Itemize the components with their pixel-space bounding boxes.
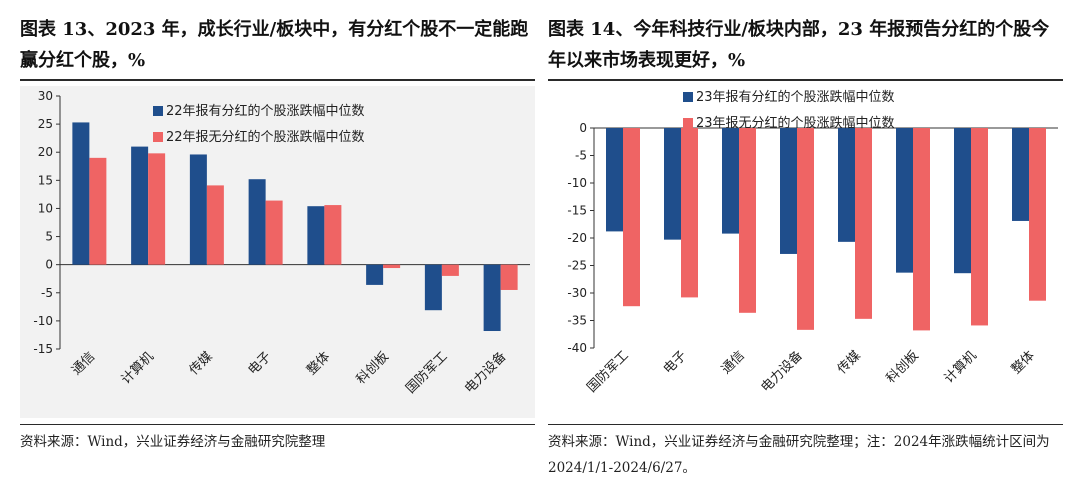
bar-with-dividend xyxy=(189,154,207,265)
bar-without-dividend xyxy=(89,157,107,265)
bar-without-dividend xyxy=(739,128,756,313)
bar-with-dividend xyxy=(248,179,266,265)
y-tick-label: -10 xyxy=(33,314,53,328)
legend-swatch xyxy=(153,132,163,142)
y-tick-label: -35 xyxy=(567,314,587,328)
bar-without-dividend xyxy=(500,264,518,290)
y-tick-label: 30 xyxy=(38,89,53,103)
y-tick-label: -25 xyxy=(567,259,587,273)
y-tick-label: -5 xyxy=(41,286,53,300)
bar-with-dividend xyxy=(838,128,855,242)
y-tick-label: -15 xyxy=(33,342,53,356)
source-note: 资料来源：Wind，兴业证券经济与金融研究院整理；注：2024年涨跌幅统计区间为… xyxy=(548,434,1050,476)
bar-with-dividend xyxy=(483,264,501,332)
right-chart-panel: 图表 14、今年科技行业/板块内部，23 年报预告分红的个股今年以来市场表现更好… xyxy=(548,0,1063,499)
x-category-label: 科创板 xyxy=(884,348,922,386)
bar-without-dividend xyxy=(913,128,930,331)
bar-with-dividend xyxy=(72,122,90,265)
y-tick-label: 0 xyxy=(45,258,53,272)
bar-with-dividend xyxy=(424,264,442,311)
legend-label: 23年报无分红的个股涨跌幅中位数 xyxy=(696,115,895,131)
x-category-label: 整体 xyxy=(1009,348,1038,377)
bar-with-dividend xyxy=(664,128,681,240)
left-bar-chart: 30 25 20 15 10 5 0 -5 -10 -15 通信 计算机 传媒 电子 整体 科创板 国防军工 电力… xyxy=(33,89,530,397)
chart-title: 图表 13、2023 年，成长行业/板块中，有分红个股不一定能跑赢分红个股，% xyxy=(20,19,529,71)
x-category-label: 通信 xyxy=(719,348,748,377)
bar-without-dividend xyxy=(1029,128,1046,301)
x-category-label: 计算机 xyxy=(119,349,157,387)
source-note: 资料来源：Wind，兴业证券经济与金融研究院整理 xyxy=(20,434,326,450)
x-category-label: 科创板 xyxy=(354,349,392,387)
legend-swatch xyxy=(153,106,163,116)
bar-without-dividend xyxy=(265,200,283,265)
x-category-label: 计算机 xyxy=(942,348,980,386)
x-category-label: 传媒 xyxy=(187,349,216,378)
bar-without-dividend xyxy=(855,128,872,319)
legend-swatch xyxy=(683,118,693,128)
x-category-label: 电力设备 xyxy=(758,348,806,396)
bar-with-dividend xyxy=(366,264,384,285)
bar-without-dividend xyxy=(383,264,401,269)
legend-label: 22年报无分红的个股涨跌幅中位数 xyxy=(166,129,365,145)
bar-without-dividend xyxy=(441,264,459,276)
bar-without-dividend xyxy=(971,128,988,326)
bar-without-dividend xyxy=(206,185,224,265)
bar-without-dividend xyxy=(681,128,698,298)
chart-title: 图表 14、今年科技行业/板块内部，23 年报预告分红的个股今年以来市场表现更好… xyxy=(548,19,1050,71)
bar-with-dividend xyxy=(722,128,739,234)
y-tick-label: 10 xyxy=(38,201,53,215)
bar-with-dividend xyxy=(954,128,971,274)
legend-swatch xyxy=(683,92,693,102)
bar-with-dividend xyxy=(307,206,325,265)
y-tick-label: -30 xyxy=(567,286,587,300)
bottom-divider xyxy=(20,424,535,425)
x-category-label: 电力设备 xyxy=(461,349,509,397)
x-category-label: 通信 xyxy=(69,349,98,378)
y-tick-label: 15 xyxy=(38,173,53,187)
y-tick-label: 0 xyxy=(579,121,587,135)
bar-with-dividend xyxy=(780,128,797,254)
y-tick-label: -20 xyxy=(567,231,587,245)
y-tick-label: 5 xyxy=(45,230,53,244)
bar-without-dividend xyxy=(324,205,342,265)
title-divider xyxy=(548,79,1063,81)
bar-with-dividend xyxy=(896,128,913,273)
x-category-label: 传媒 xyxy=(835,348,864,377)
y-tick-label: 20 xyxy=(38,145,53,159)
y-tick-label: -15 xyxy=(567,204,587,218)
bar-without-dividend xyxy=(623,128,640,307)
x-category-label: 电子 xyxy=(245,349,274,378)
bar-without-dividend xyxy=(148,153,166,265)
legend-label: 22年报有分红的个股涨跌幅中位数 xyxy=(166,103,365,119)
y-tick-label: -10 xyxy=(567,176,587,190)
title-divider xyxy=(20,79,535,81)
bar-with-dividend xyxy=(606,128,623,232)
y-tick-label: 25 xyxy=(38,117,53,131)
legend-label: 23年报有分红的个股涨跌幅中位数 xyxy=(696,89,895,105)
y-tick-label: -5 xyxy=(575,149,587,163)
x-category-label: 国防军工 xyxy=(584,348,632,396)
bar-without-dividend xyxy=(797,128,814,330)
left-chart-panel: 图表 13、2023 年，成长行业/板块中，有分红个股不一定能跑赢分红个股，% … xyxy=(20,0,535,499)
bar-with-dividend xyxy=(1012,128,1029,221)
bottom-divider xyxy=(548,424,1063,425)
bar-with-dividend xyxy=(131,146,149,265)
x-category-label: 电子 xyxy=(661,348,690,377)
x-category-label: 国防军工 xyxy=(403,349,451,397)
y-tick-label: -40 xyxy=(567,341,587,355)
x-category-label: 整体 xyxy=(304,349,333,378)
